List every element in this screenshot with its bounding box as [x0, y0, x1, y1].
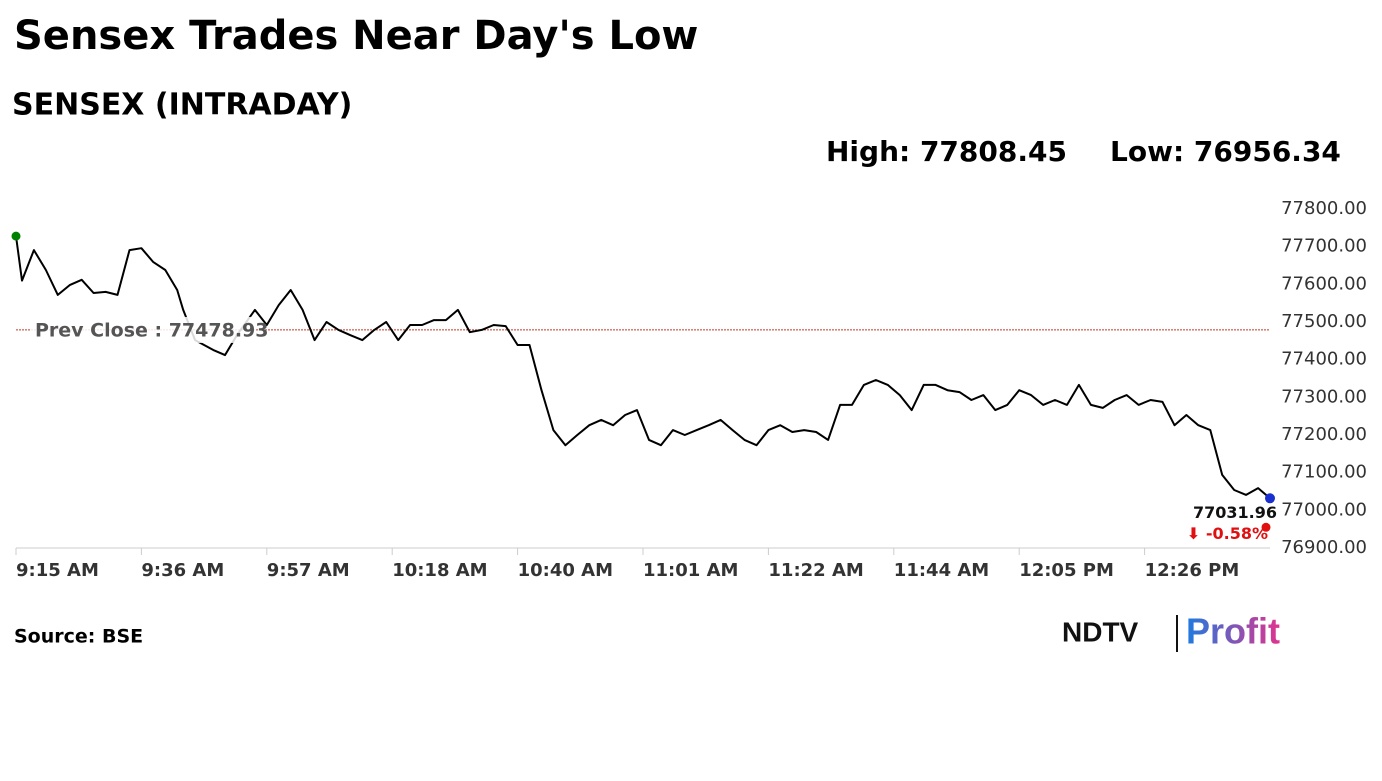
- prev-close-label: Prev Close : 77478.93: [35, 319, 268, 341]
- y-tick-label: 77700.00: [1281, 236, 1367, 257]
- y-tick-label: 77400.00: [1281, 349, 1367, 370]
- x-tick-label: 12:05 PM: [1019, 560, 1114, 581]
- y-tick-label: 77100.00: [1281, 462, 1367, 483]
- change-dot: [1261, 522, 1271, 532]
- source: Source: BSE: [14, 626, 143, 648]
- change-label: ⬇ -0.58%: [1187, 524, 1268, 543]
- y-tick-label: 77500.00: [1281, 311, 1367, 332]
- y-tick-label: 77800.00: [1281, 198, 1367, 219]
- x-tick-label: 11:22 AM: [768, 560, 863, 581]
- x-tick-label: 11:44 AM: [894, 560, 989, 581]
- x-tick-label: 10:40 AM: [518, 560, 613, 581]
- y-tick-label: 77600.00: [1281, 273, 1367, 294]
- x-tick-label: 9:15 AM: [16, 560, 99, 581]
- start-dot: [11, 231, 21, 241]
- y-tick-label: 77000.00: [1281, 499, 1367, 520]
- last-value-label: 77031.96: [1193, 503, 1277, 522]
- chart-title: Sensex Trades Near Day's Low: [14, 13, 698, 59]
- x-tick-label: 9:36 AM: [141, 560, 224, 581]
- prev-close-bg: [30, 316, 256, 343]
- y-tick-label: 76900.00: [1281, 537, 1367, 558]
- x-tick-label: 11:01 AM: [643, 560, 738, 581]
- x-tick-label: 9:57 AM: [267, 560, 350, 581]
- logo-ndtv: NDTV: [1062, 616, 1139, 647]
- x-tick-label: 12:26 PM: [1145, 560, 1240, 581]
- price-line: [15, 235, 1271, 500]
- logo-profit: Profit: [1186, 611, 1280, 652]
- end-dot: [1265, 493, 1275, 504]
- high-label: High: 77808.45: [826, 135, 1067, 168]
- low-label: Low: 76956.34: [1110, 135, 1341, 168]
- chart-subtitle: SENSEX (INTRADAY): [12, 88, 352, 123]
- y-tick-label: 77200.00: [1281, 424, 1367, 445]
- y-tick-label: 77300.00: [1281, 386, 1367, 407]
- x-tick-label: 10:18 AM: [392, 560, 487, 581]
